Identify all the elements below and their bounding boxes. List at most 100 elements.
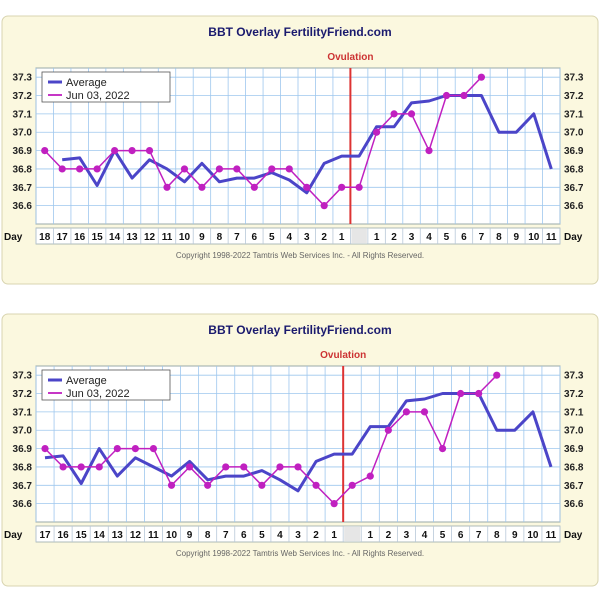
ovulation-label: Ovulation <box>320 350 366 361</box>
day-cell-blank <box>344 527 361 541</box>
data-point-cycle <box>390 110 398 118</box>
y-tick-label-right: 36.6 <box>564 201 584 212</box>
bbt-chart-bottom: BBT Overlay FertilityFriend.com 37.3 37.3 3… <box>0 312 600 588</box>
data-point-cycle <box>167 481 176 489</box>
data-point-cycle <box>41 146 49 155</box>
y-tick-label-left: 37.3 <box>13 371 33 382</box>
y-tick-label-left: 37.1 <box>13 109 33 120</box>
x-tick-label: 3 <box>295 530 301 541</box>
x-tick-label: 2 <box>313 530 319 541</box>
data-point-cycle <box>233 165 241 173</box>
y-tick-label-left: 36.7 <box>13 183 33 194</box>
x-tick-label: 9 <box>187 530 193 541</box>
x-tick-label: 8 <box>494 530 500 541</box>
data-point-cycle <box>222 463 230 471</box>
data-point-cycle <box>149 444 158 453</box>
x-tick-label: 3 <box>409 232 415 243</box>
ovulation-label: Ovulation <box>327 52 373 63</box>
x-tick-label: 5 <box>269 232 275 243</box>
legend-label: Average <box>66 375 107 387</box>
x-axis-label-right: Day <box>564 530 583 541</box>
data-point-cycle <box>240 463 248 471</box>
x-axis-label-left: Day <box>4 530 23 541</box>
data-point-cycle <box>442 91 451 100</box>
y-tick-label-left: 37.1 <box>13 407 33 418</box>
data-point-cycle <box>460 91 468 100</box>
chart-title: BBT Overlay FertilityFriend.com <box>208 25 391 39</box>
x-tick-label: 10 <box>166 530 178 541</box>
data-point-cycle <box>320 202 328 210</box>
y-tick-label-right: 36.8 <box>564 462 584 473</box>
chart-svg: BBT Overlay FertilityFriend.com 37.3 37.3 3… <box>1 15 599 285</box>
x-tick-label: 16 <box>74 232 86 243</box>
x-tick-label: 12 <box>144 232 156 243</box>
data-point-cycle <box>420 408 429 416</box>
x-tick-label: 2 <box>386 530 392 541</box>
x-tick-label: 11 <box>162 232 173 243</box>
y-tick-label-left: 36.8 <box>13 164 33 175</box>
data-point-cycle <box>355 183 363 191</box>
data-point-cycle <box>58 165 66 173</box>
x-tick-label: 18 <box>39 232 51 243</box>
y-tick-label-left: 36.6 <box>13 201 33 212</box>
x-tick-label: 2 <box>391 232 397 243</box>
y-tick-label-right: 36.8 <box>564 164 584 175</box>
x-tick-label: 7 <box>476 530 482 541</box>
data-point-cycle <box>366 472 374 480</box>
data-point-cycle <box>163 183 171 191</box>
data-point-cycle <box>477 73 485 81</box>
x-tick-label: 5 <box>444 232 450 243</box>
x-tick-label: 3 <box>304 232 310 243</box>
data-point-cycle <box>384 426 392 434</box>
x-tick-label: 4 <box>286 232 292 243</box>
y-tick-label-right: 37.0 <box>564 128 584 139</box>
y-tick-label-right: 36.6 <box>564 499 584 510</box>
y-tick-label-left: 36.8 <box>13 462 33 473</box>
y-tick-label-left: 37.3 <box>13 73 33 84</box>
data-point-cycle <box>41 444 49 453</box>
copyright-footer: Copyright 1998-2022 Tamtris Web Services… <box>176 251 424 260</box>
y-tick-label-right: 37.1 <box>564 109 584 120</box>
x-tick-label: 1 <box>339 232 345 243</box>
x-tick-label: 6 <box>461 232 467 243</box>
data-point-cycle <box>493 371 501 379</box>
x-tick-label: 4 <box>422 530 428 541</box>
x-tick-label: 17 <box>57 232 69 243</box>
y-tick-label-left: 36.9 <box>13 146 33 157</box>
data-point-cycle <box>77 463 85 471</box>
y-tick-label-right: 36.7 <box>564 481 584 492</box>
copyright-footer: Copyright 1998-2022 Tamtris Web Services… <box>176 549 424 558</box>
x-tick-label: 13 <box>112 530 124 541</box>
x-tick-label: 2 <box>321 232 327 243</box>
bbt-chart-top: BBT Overlay FertilityFriend.com 37.3 37.3 3… <box>0 14 600 286</box>
data-point-cycle <box>402 408 411 416</box>
data-point-cycle <box>348 481 356 489</box>
y-tick-label-right: 37.2 <box>564 91 584 102</box>
y-tick-label-left: 36.6 <box>13 499 33 510</box>
x-tick-label: 4 <box>426 232 432 243</box>
data-point-cycle <box>59 463 67 471</box>
y-tick-label-right: 36.7 <box>564 183 584 194</box>
x-tick-label: 1 <box>374 232 380 243</box>
legend-label: Jun 03, 2022 <box>66 90 130 102</box>
series-line-average <box>62 94 553 195</box>
data-point-cycle <box>95 463 103 471</box>
x-tick-label: 5 <box>259 530 265 541</box>
legend-box <box>41 369 171 401</box>
y-tick-label-right: 37.3 <box>564 73 584 84</box>
y-tick-label-left: 37.0 <box>13 426 33 437</box>
x-tick-label: 8 <box>217 232 223 243</box>
x-tick-label: 7 <box>234 232 240 243</box>
x-tick-label: 11 <box>148 530 159 541</box>
x-tick-label: 10 <box>527 530 539 541</box>
x-tick-label: 15 <box>76 530 88 541</box>
data-point-cycle <box>303 183 311 191</box>
x-tick-label: 14 <box>109 232 121 243</box>
chart-title: BBT Overlay FertilityFriend.com <box>208 323 391 337</box>
data-point-cycle <box>113 444 121 453</box>
data-point-cycle <box>180 165 189 173</box>
x-tick-label: 9 <box>512 530 518 541</box>
y-tick-label-left: 36.9 <box>13 444 33 455</box>
data-point-cycle <box>425 146 433 155</box>
